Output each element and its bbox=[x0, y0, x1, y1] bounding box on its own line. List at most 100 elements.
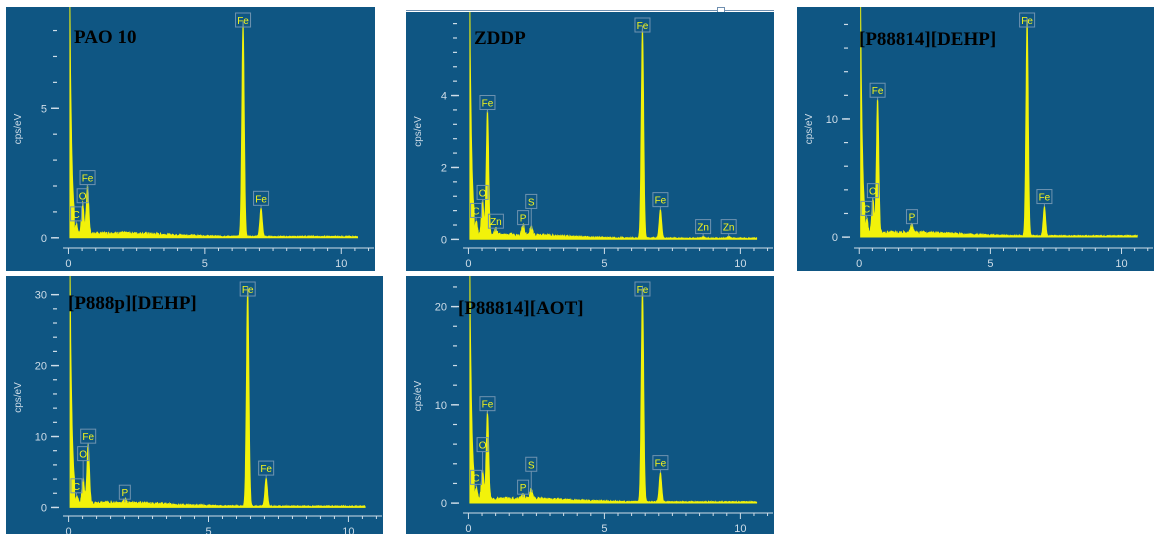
peak-label-p: P bbox=[517, 210, 530, 228]
plot-background bbox=[6, 7, 375, 271]
peak-label-text: Fe bbox=[637, 21, 649, 32]
x-axis: 0 5 10 bbox=[463, 247, 773, 270]
y-tick-label: 0 bbox=[441, 234, 447, 246]
y-axis-label: cps/eV bbox=[13, 113, 24, 144]
peak-label-box bbox=[866, 183, 879, 199]
peak-label-o: O bbox=[77, 446, 90, 482]
peak-label-box bbox=[235, 12, 252, 28]
peak-label-c: C bbox=[470, 469, 483, 488]
y-axis-label: cps/eV bbox=[13, 382, 24, 413]
peak-label-box bbox=[118, 484, 131, 500]
spectrum-chart: 0 10 cps/eV 0 5 10 CO Fe P Fe Fe bbox=[797, 7, 1154, 271]
spectrum-series bbox=[69, 7, 359, 239]
spectrum-chart: 0 10 20 cps/eV 0 5 10 C O Fe P S Fe Fe bbox=[406, 276, 774, 534]
spectrum-series bbox=[69, 276, 366, 509]
y-tick-label: 4 bbox=[441, 91, 447, 103]
peak-label-fe: Fe bbox=[634, 17, 651, 33]
peak-label-fe: Fe bbox=[634, 281, 651, 297]
peak-label-p: P bbox=[517, 479, 530, 498]
y-axis-label: cps/eV bbox=[804, 113, 815, 144]
peak-label-text: Fe bbox=[1039, 193, 1051, 204]
peak-label-zn: Zn bbox=[695, 219, 712, 237]
peak-label-fe: Fe bbox=[1019, 12, 1036, 28]
peak-label-text: S bbox=[528, 460, 535, 471]
chart-title: [P888p][DEHP] bbox=[68, 293, 197, 314]
peak-label-o: O bbox=[476, 437, 489, 473]
chart-title: ZDDP bbox=[474, 28, 526, 49]
peak-label-box bbox=[239, 281, 256, 297]
y-axis: 0 10 20 30 bbox=[35, 290, 59, 514]
peak-label-box bbox=[517, 479, 530, 495]
y-axis: 0 10 20 bbox=[435, 286, 459, 510]
x-tick-label: 5 bbox=[205, 526, 211, 534]
peak-label-c: C bbox=[70, 206, 83, 224]
peak-label-box bbox=[470, 469, 483, 485]
peak-label-o: O bbox=[866, 183, 879, 201]
peak-label-box bbox=[80, 428, 97, 444]
peak-label-box bbox=[253, 190, 270, 206]
peak-label-box bbox=[525, 193, 538, 209]
x-tick-label: 5 bbox=[987, 258, 993, 270]
peak-label-box bbox=[470, 202, 483, 218]
y-axis: 0 10 bbox=[826, 23, 850, 244]
peak-label-box bbox=[79, 170, 96, 186]
peak-label-box bbox=[76, 188, 89, 204]
peak-label-text: C bbox=[72, 210, 79, 221]
peak-label-box bbox=[860, 200, 873, 216]
peak-label-zn: Zn bbox=[487, 213, 504, 232]
peak-label-fe: Fe bbox=[652, 455, 669, 473]
peak-label-text: Fe bbox=[482, 400, 494, 411]
x-tick-label: 10 bbox=[734, 258, 746, 270]
y-tick-label: 0 bbox=[832, 232, 838, 244]
y-axis-label: cps/eV bbox=[413, 116, 424, 147]
y-tick-label: 0 bbox=[41, 233, 47, 245]
peak-label-fe: Fe bbox=[253, 190, 270, 209]
peak-label-text: Fe bbox=[1021, 16, 1033, 27]
x-tick-label: 0 bbox=[856, 258, 862, 270]
peak-label-c: C bbox=[470, 202, 483, 221]
y-tick-label: 30 bbox=[35, 290, 47, 302]
x-tick-label: 5 bbox=[601, 523, 607, 534]
peak-label-fe: Fe bbox=[869, 82, 886, 101]
peak-label-box bbox=[1036, 189, 1053, 205]
peak-label-box bbox=[70, 206, 83, 222]
peak-label-text: O bbox=[479, 188, 487, 199]
peak-label-text: O bbox=[79, 192, 87, 203]
x-tick-label: 0 bbox=[65, 258, 71, 270]
plot-background bbox=[406, 276, 774, 534]
peak-label-text: Fe bbox=[242, 285, 254, 296]
x-tick-label: 10 bbox=[734, 523, 746, 534]
peak-label-box bbox=[634, 281, 651, 297]
peak-label-text: Fe bbox=[82, 432, 94, 443]
peak-label-text: P bbox=[520, 214, 527, 225]
x-tick-label: 5 bbox=[601, 258, 607, 270]
y-tick-label: 0 bbox=[41, 502, 47, 514]
peak-label-text: S bbox=[528, 197, 535, 208]
spectrum-chart: 0 10 20 30 cps/eV 0 5 10 C O Fe P Fe Fe bbox=[6, 276, 383, 534]
x-tick-label: 5 bbox=[202, 258, 208, 270]
spectrum-panel-p888p-dehp: 0 10 20 30 cps/eV 0 5 10 C O Fe P Fe Fe [P888p][DEHP] bbox=[6, 276, 383, 534]
peak-label-box bbox=[1019, 12, 1036, 28]
peak-label-text: O bbox=[869, 187, 877, 198]
peak-label-text: Fe bbox=[260, 464, 272, 475]
peak-label-box bbox=[634, 17, 651, 33]
peak-label-text: C bbox=[863, 204, 870, 215]
peak-label-fe: Fe bbox=[239, 281, 256, 297]
x-axis: 0 5 10 bbox=[63, 515, 382, 534]
peak-label-text: Zn bbox=[697, 223, 709, 234]
x-tick-label: 0 bbox=[465, 523, 471, 534]
y-tick-label: 20 bbox=[35, 361, 47, 373]
spectrum-panel-p88814-dehp: 0 10 cps/eV 0 5 10 C O Fe P Fe Fe [P88814][DEHP] bbox=[797, 7, 1154, 271]
plot-background bbox=[797, 7, 1154, 271]
peak-label-box bbox=[479, 396, 496, 412]
peak-label-text: Fe bbox=[872, 86, 884, 97]
y-axis: 0 2 4 bbox=[441, 22, 459, 246]
peak-label-box bbox=[652, 192, 669, 208]
peak-label-box bbox=[476, 184, 489, 200]
chart-title: [P88814][AOT] bbox=[458, 298, 584, 319]
peak-label-o: O bbox=[476, 184, 489, 203]
y-tick-label: 2 bbox=[441, 162, 447, 174]
peak-label-text: P bbox=[520, 483, 527, 494]
spectrum-panel-p88814-aot: 0 10 20 cps/eV 0 5 10 C O Fe P S Fe Fe [P88814][AOT] bbox=[406, 276, 774, 534]
